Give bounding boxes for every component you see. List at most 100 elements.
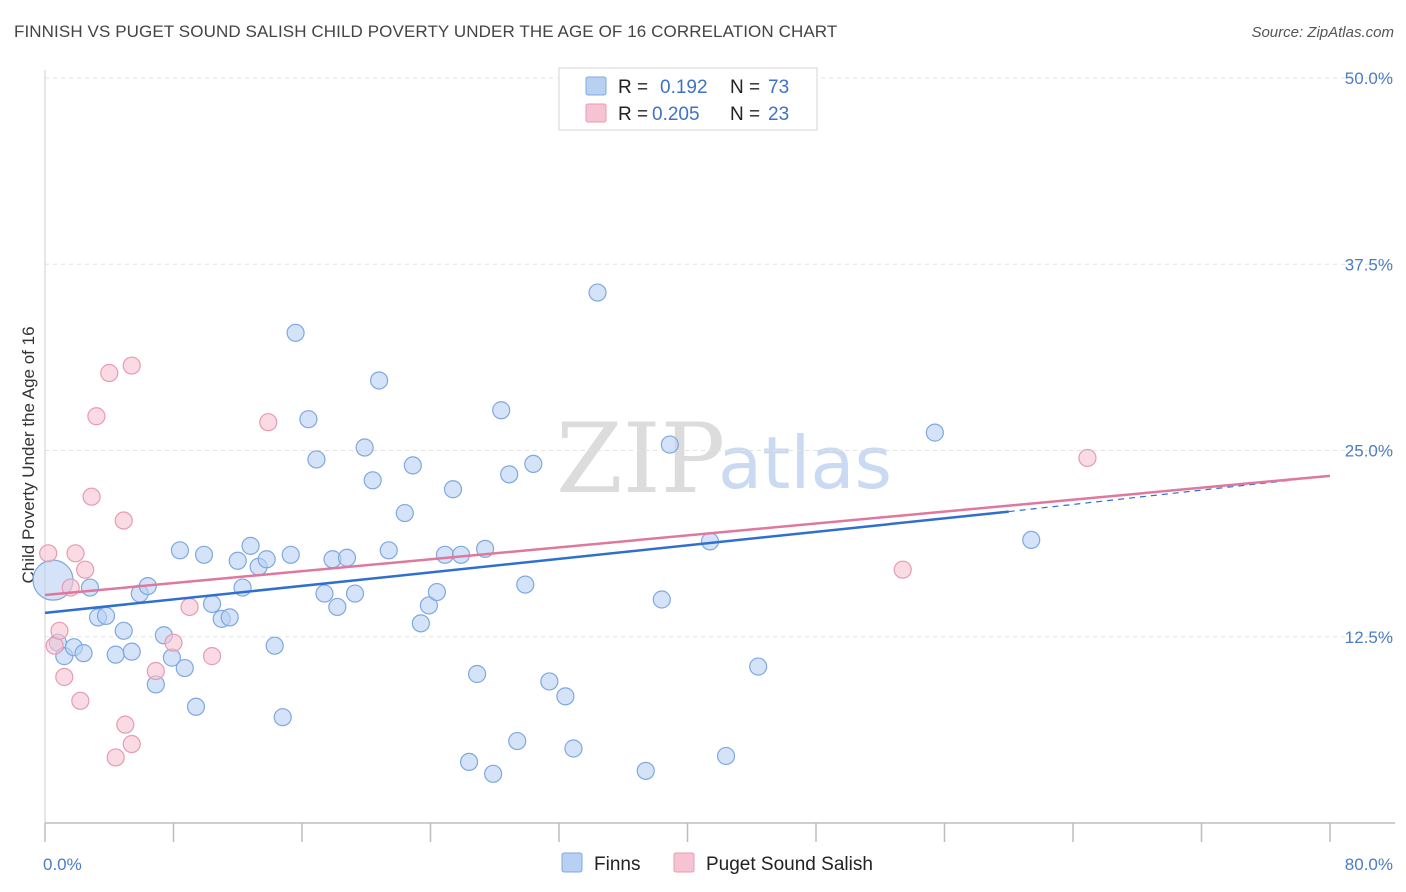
legend-swatch-salish [585,103,607,123]
finns-point [106,645,125,664]
finns-point [220,608,239,627]
finns-point [516,575,535,594]
salish-point [122,734,141,754]
salish-point [50,621,69,640]
legend-swatch-finns [585,76,607,96]
finns-point [315,584,334,603]
bottom-legend-swatch-salish [673,852,695,873]
finns-point [467,664,487,684]
axes [44,70,1395,842]
finns-point [265,636,284,655]
finns-point [80,578,100,597]
finns-point [96,606,116,625]
salish-points [39,356,1097,767]
top-legend: R = 0.192 N = 73 R = 0.205 N = 23 [558,67,818,131]
finns-point [716,746,736,766]
finns-point [540,672,559,691]
finns-point [241,536,260,555]
finns-point [228,551,247,570]
finns-point [328,597,347,617]
finns-points [32,106,1041,783]
salish-point [122,356,141,375]
finns-point [556,687,575,706]
salish-point [146,661,165,681]
trend-lines [44,474,1331,615]
salish-point [180,597,199,617]
finns-point [588,283,607,302]
salish-point [76,560,95,579]
finns-point [925,423,944,442]
finns-point [427,582,447,602]
salish-trend-line [44,474,1331,597]
salish-point [82,487,101,506]
finns-point [175,658,194,678]
finns-point [419,596,438,615]
legend-r-value: 0.205 [652,104,700,125]
finns-point [74,644,93,663]
finns-point [749,657,768,676]
salish-point [66,544,85,563]
finns-point [459,752,479,772]
finns-point [257,550,276,569]
finns-point [114,621,133,640]
finns-point [122,642,141,661]
legend-r-label: R = [618,104,648,125]
legend-n-value: 23 [768,104,789,125]
bottom-legend-salish: Puget Sound Salish [706,854,873,875]
salish-point [202,647,222,666]
finns-point [363,471,382,490]
finns-point [636,761,655,780]
x-tick-labels: 0.0% 80.0% [43,855,1393,874]
finns-point [286,323,305,342]
salish-point [55,667,74,687]
salish-point [164,633,183,652]
chart-title: FINNISH VS PUGET SOUND SALISH CHILD POVE… [14,22,838,41]
salish-point [39,544,58,563]
finns-point [411,614,430,633]
finns-point [355,438,374,457]
legend-r-label: R = [618,77,648,98]
salish-point [100,363,119,383]
salish-point [114,511,133,530]
finns-point [299,410,318,429]
watermark-atlas: atlas [718,421,892,505]
watermark-zip: ZIP [556,403,725,515]
finns-point [508,731,527,751]
finns-point [660,435,679,454]
finns-point [395,503,414,523]
legend-n-label: N = [730,77,760,98]
finns-point [484,764,503,783]
finns-point [273,708,292,727]
finns-point [337,548,357,567]
y-axis-label: Child Poverty Under the Age of 16 [19,326,38,583]
x-tick-label-max: 80.0% [1345,855,1393,874]
finns-point [307,450,326,469]
salish-point [893,560,912,579]
y-tick-labels: 12.5% 25.0% 37.5% 50.0% [1345,69,1393,647]
salish-point [1078,448,1097,468]
y-tick-label: 12.5% [1345,628,1393,647]
finns-point [492,401,511,420]
finns-point [500,465,519,484]
finns-point [443,480,463,499]
finns-trend-line [44,510,1009,615]
salish-point [259,413,278,432]
finns-point [403,456,422,475]
finns-point [170,541,190,560]
finns-point [194,545,214,564]
x-tick-label-min: 0.0% [43,855,82,874]
finns-point [435,545,455,564]
salish-point [87,407,106,426]
bottom-legend-finns: Finns [594,854,640,875]
y-tick-label: 37.5% [1345,255,1393,274]
finns-point [281,545,300,564]
source-label: Source: ZipAtlas.com [1251,24,1394,41]
salish-point [71,691,90,710]
finns-point [564,739,583,758]
bottom-legend: Finns Puget Sound Salish [561,852,873,875]
finns-point [524,454,543,474]
y-tick-label: 50.0% [1345,69,1393,88]
legend-n-value: 73 [768,77,789,98]
bottom-legend-swatch-finns [561,852,583,873]
finns-point [652,590,671,609]
